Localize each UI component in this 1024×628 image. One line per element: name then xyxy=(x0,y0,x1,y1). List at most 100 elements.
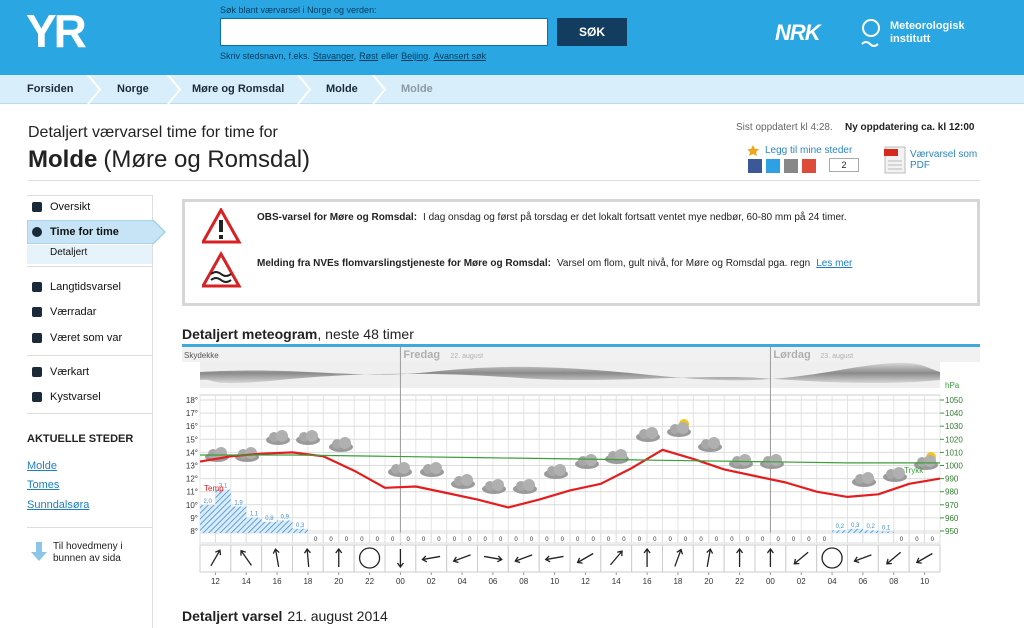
share-icons xyxy=(748,145,816,173)
wind-calm xyxy=(358,547,381,569)
breadcrumb[interactable]: Norge xyxy=(117,83,149,95)
breadcrumb[interactable]: Forsiden xyxy=(27,83,74,95)
precip-cell xyxy=(831,532,848,544)
precip-label: 0,1 xyxy=(882,526,891,532)
wind-arrow xyxy=(483,555,503,563)
x-tick-label: 12 xyxy=(581,577,590,586)
nav-label: Oversikt xyxy=(50,201,91,213)
subnav-bg xyxy=(27,245,152,264)
series-line xyxy=(200,454,940,464)
wind-arrow xyxy=(674,548,684,567)
wind-arrow xyxy=(303,547,311,568)
x-tick-label: 18 xyxy=(303,577,312,586)
down-arrow xyxy=(31,542,47,561)
subnav-item[interactable]: Detaljert xyxy=(27,243,152,263)
meteogram-heading: Detaljert meteogram, neste 48 timer xyxy=(182,326,414,342)
alert-link[interactable]: Les mer xyxy=(816,258,853,269)
place-name: Molde xyxy=(28,146,98,173)
pdf-link[interactable]: Værvarsel som PDF xyxy=(910,149,978,171)
x-tick-label: 06 xyxy=(858,577,867,586)
hint-text: . xyxy=(428,51,431,61)
alert-title: Melding fra NVEs flomvarslingstjeneste f… xyxy=(257,258,551,269)
wind-arrow xyxy=(514,554,533,564)
wind-arrow xyxy=(576,552,594,564)
y2-tick-label: 1050 xyxy=(945,396,963,405)
y-tick-label: 12° xyxy=(186,475,198,484)
hint-link[interactable]: Beijing xyxy=(401,51,429,61)
x-tick-label: 16 xyxy=(273,577,282,586)
y2-tick-label: 1020 xyxy=(945,435,963,444)
precip-label: 0 xyxy=(730,537,734,543)
nav-item[interactable]: Værkart xyxy=(27,361,152,383)
alert: OBS-varsel for Møre og Romsdal: I dag ons… xyxy=(257,212,847,223)
search-input[interactable] xyxy=(220,18,548,46)
separator xyxy=(27,355,152,356)
x-tick-label: 10 xyxy=(550,577,559,586)
breadcrumb[interactable]: Møre og Romsdal xyxy=(192,83,285,95)
nav-item[interactable]: Oversikt xyxy=(27,196,152,218)
nav-item[interactable]: Langtidsvarsel xyxy=(27,276,152,298)
logo[interactable]: YR xyxy=(26,5,87,57)
x-tick-label: 20 xyxy=(334,577,343,586)
y2-tick-label: 960 xyxy=(945,514,959,523)
detail-heading: Detaljert varsel 21. august 2014 xyxy=(182,608,388,624)
precip-label: 1,9 xyxy=(234,500,243,506)
wind-arrow xyxy=(421,555,441,563)
day-label: Fredag xyxy=(403,349,440,361)
search-button[interactable]: SØK xyxy=(557,18,627,46)
nav-item-active[interactable]: Time for time xyxy=(27,221,152,243)
y-tick-label: 15° xyxy=(186,435,198,444)
met-logo[interactable]: Meteorologisk institutt xyxy=(890,20,965,45)
add-place-link[interactable]: Legg til mine steder xyxy=(765,145,853,156)
precip-cell xyxy=(862,532,879,544)
precip-label: 0 xyxy=(514,537,518,543)
place-link[interactable]: Sunndalsøra xyxy=(27,499,90,511)
precip-cell xyxy=(847,532,864,544)
y2-tick-label: 950 xyxy=(945,527,959,536)
place-link[interactable]: Tomes xyxy=(27,479,60,491)
y2-tick-label: 1000 xyxy=(945,462,963,471)
precip-cell xyxy=(924,532,941,544)
precip-cell xyxy=(276,532,294,544)
precip-label: 0 xyxy=(314,537,318,543)
y2-tick-label: 970 xyxy=(945,501,959,510)
nav-item[interactable]: Værradar xyxy=(27,301,152,323)
nav-item[interactable]: Kystvarsel xyxy=(27,386,152,408)
precip-label: 0 xyxy=(591,537,595,543)
hint-link[interactable]: Røst xyxy=(359,51,379,61)
hint-text: , xyxy=(353,51,357,61)
nav-label: Langtidsvarsel xyxy=(50,281,121,293)
precip-label: 0 xyxy=(545,537,549,543)
precip-bar xyxy=(277,520,293,533)
nav-active-bg xyxy=(27,220,166,244)
to-menu-link[interactable]: Til hovedmeny i bunnen av sida xyxy=(53,541,123,564)
precip-label: 0 xyxy=(669,537,673,543)
wind-arrow xyxy=(240,549,252,566)
alert-box xyxy=(182,199,980,306)
heading-rest: 21. august 2014 xyxy=(287,608,388,624)
hint-link[interactable]: Stavanger xyxy=(313,51,354,61)
precip-label: 0 xyxy=(576,537,580,543)
nav-label: Været som var xyxy=(50,332,123,344)
precip-cell xyxy=(199,532,216,544)
nrk-logo[interactable]: NRK xyxy=(775,20,821,45)
y-tick-label: 13° xyxy=(186,462,198,471)
precip-label: 0 xyxy=(900,537,904,543)
nav-label: Time for time xyxy=(50,226,119,238)
precip-label: 0 xyxy=(746,537,750,543)
place-link[interactable]: Molde xyxy=(27,460,57,472)
nav-label: Værkart xyxy=(50,366,90,378)
heading-bold: Detaljert meteogram xyxy=(182,326,318,342)
y2-axis-label: hPa xyxy=(945,381,960,390)
breadcrumb-bar xyxy=(0,75,1024,104)
x-tick-label: 16 xyxy=(643,577,652,586)
precip-label: 0 xyxy=(561,537,565,543)
nav-item[interactable]: Været som var xyxy=(27,327,152,349)
breadcrumb[interactable]: Molde xyxy=(326,83,358,95)
heading-rest: , neste 48 timer xyxy=(317,326,414,342)
hint-link[interactable]: Avansert søk xyxy=(433,51,487,61)
x-tick-label: 04 xyxy=(828,577,837,586)
day-date: 22. august xyxy=(450,353,483,360)
x-tick-label: 08 xyxy=(519,577,528,586)
precip-bar xyxy=(292,528,308,533)
